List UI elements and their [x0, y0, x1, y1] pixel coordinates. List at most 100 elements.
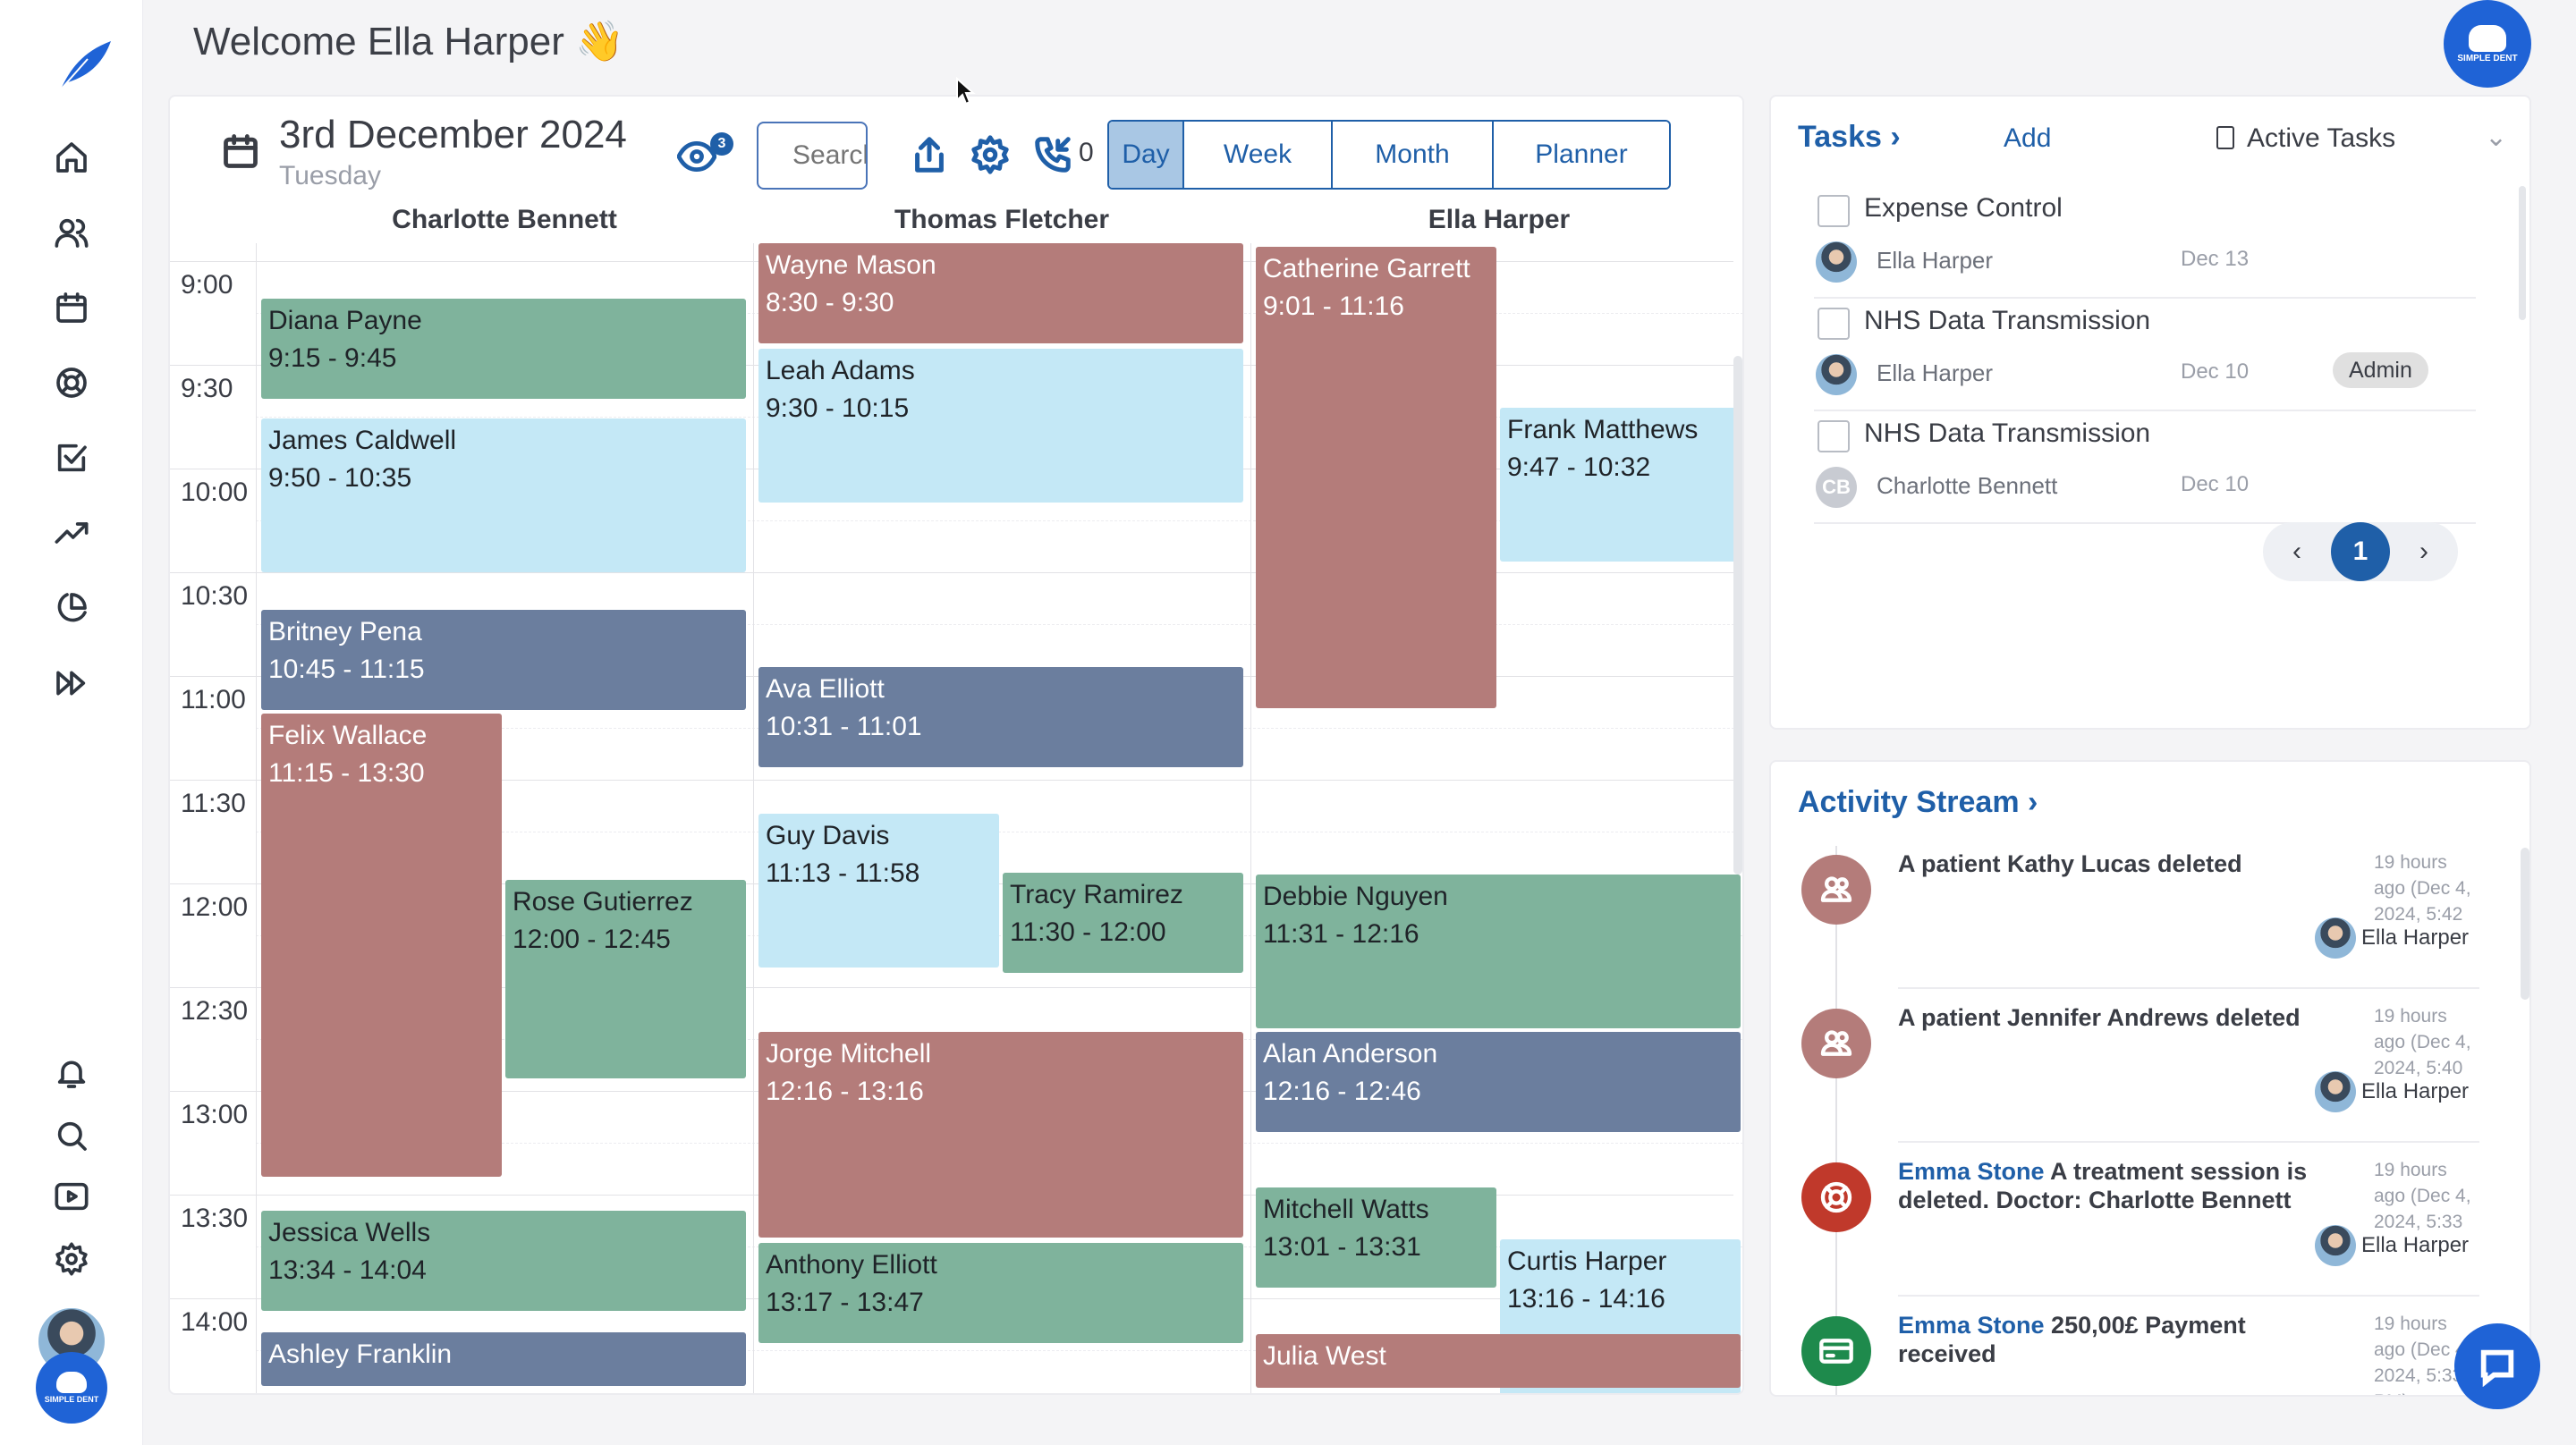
grid-scrollbar[interactable] — [1733, 356, 1742, 875]
appointment-time: 11:31 - 12:16 — [1263, 919, 1419, 949]
appointment-block[interactable]: Felix Wallace 11:15 - 13:30 — [261, 714, 502, 1177]
search-icon[interactable] — [50, 1114, 93, 1157]
next-page-button[interactable]: › — [2419, 537, 2428, 566]
settings-icon[interactable] — [968, 132, 1013, 177]
appointment-patient: Diana Payne — [268, 306, 422, 335]
appointment-block[interactable]: Leah Adams 9:30 - 10:15 — [758, 349, 1243, 503]
incoming-call-icon[interactable] — [1030, 132, 1075, 177]
users-icon — [1801, 855, 1871, 925]
welcome-title: Welcome Ella Harper 👋 — [193, 20, 624, 63]
add-task-button[interactable]: Add — [2004, 123, 2052, 153]
current-page[interactable]: 1 — [2331, 522, 2390, 581]
appointment-block[interactable]: Julia West — [1256, 1334, 1741, 1388]
appointment-block[interactable]: Frank Matthews 9:47 - 10:32 — [1500, 408, 1741, 562]
appointment-block[interactable]: Diana Payne 9:15 - 9:45 — [261, 299, 746, 399]
activity-message: A patient Jennifer Andrews deleted — [1898, 1004, 2301, 1031]
activity-text: A patient Jennifer Andrews deleted — [1898, 1003, 2327, 1032]
users-icon[interactable] — [50, 211, 93, 254]
appointment-block[interactable]: Jorge Mitchell 12:16 - 13:16 — [758, 1032, 1243, 1238]
appointment-time: 9:15 - 9:45 — [268, 343, 397, 373]
calendar-date[interactable]: 3rd December 2024 — [279, 113, 627, 156]
patient-link[interactable]: Emma Stone — [1898, 1312, 2045, 1339]
home-icon[interactable] — [50, 136, 93, 179]
gear-icon[interactable] — [50, 1238, 93, 1280]
appointment-block[interactable]: Ashley Franklin — [261, 1332, 746, 1386]
task-title: NHS Data Transmission — [1864, 418, 2151, 448]
appointment-block[interactable]: Anthony Elliott 13:17 - 13:47 — [758, 1243, 1243, 1343]
task-assignee: Ella Harper — [1877, 359, 1994, 386]
appointment-block[interactable]: Catherine Garrett 9:01 - 11:16 — [1256, 247, 1496, 708]
trending-icon[interactable] — [50, 511, 93, 554]
lifebuoy-icon — [1801, 1162, 1871, 1232]
view-month-button[interactable]: Month — [1333, 122, 1494, 188]
calendar-icon[interactable] — [50, 286, 93, 329]
activity-item[interactable]: A patient Jennifer Andrews deleted 19 hou… — [1771, 1000, 2529, 1153]
lifebuoy-icon[interactable] — [50, 361, 93, 404]
brand-logo[interactable]: SIMPLE DENT — [2444, 0, 2531, 88]
avatar — [1816, 241, 1857, 283]
patient-link[interactable]: Emma Stone — [1898, 1158, 2045, 1185]
task-checkbox[interactable] — [1818, 195, 1850, 227]
appointment-time: 13:17 - 13:47 — [766, 1288, 924, 1317]
activity-timestamp: 19 hours ago (Dec 4, 2024, 5:33 PM) — [2374, 1314, 2471, 1395]
appointment-patient: Catherine Garrett — [1263, 254, 1470, 283]
activity-user-name: Ella Harper — [2361, 1079, 2470, 1103]
activity-item[interactable]: Emma Stone A treatment session is delete… — [1771, 1153, 2529, 1307]
day-grid: 9:00 9:30 10:00 10:30 11:00 11:30 12:00 12:30 13… — [170, 243, 1742, 1393]
time-label: 11:30 — [181, 789, 246, 818]
appointment-block[interactable]: James Caldwell 9:50 - 10:35 — [261, 418, 746, 572]
appointment-block[interactable]: Tracy Ramirez 11:30 - 12:00 — [1003, 873, 1243, 973]
video-icon[interactable] — [50, 1175, 93, 1218]
fast-forward-icon[interactable] — [50, 662, 93, 705]
bell-icon[interactable] — [50, 1052, 93, 1094]
task-checkbox[interactable] — [1818, 308, 1850, 340]
appointment-patient: Britney Pena — [268, 617, 422, 646]
chat-button[interactable] — [2454, 1323, 2540, 1409]
appointment-block[interactable]: Jessica Wells 13:34 - 14:04 — [261, 1211, 746, 1311]
tasks-scrollbar[interactable] — [2519, 186, 2526, 320]
chat-icon — [2480, 1349, 2514, 1387]
grid-column-line — [256, 243, 257, 1393]
appointment-block[interactable]: Ava Elliott 10:31 - 11:01 — [758, 667, 1243, 767]
feather-logo-icon[interactable] — [52, 34, 116, 98]
appointment-block[interactable]: Alan Anderson 12:16 - 12:46 — [1256, 1032, 1741, 1132]
appointment-time: 10:31 - 11:01 — [766, 712, 922, 741]
share-icon[interactable] — [907, 132, 952, 177]
activity-message: A patient Kathy Lucas deleted — [1898, 850, 2242, 877]
activity-item[interactable]: Emma Stone 250,00£ Payment received 19 ho… — [1771, 1307, 2529, 1395]
appointment-block[interactable]: Debbie Nguyen 11:31 - 12:16 — [1256, 875, 1741, 1028]
appointment-time: 13:01 - 13:31 — [1263, 1232, 1421, 1262]
mouse-cursor-icon — [956, 77, 976, 106]
task-filter-select[interactable]: Active Tasks ⌄ — [2216, 123, 2507, 154]
activity-timestamp: 19 hours ago (Dec 4, 2024, 5:40 — [2374, 1006, 2471, 1078]
status-badge: Admin — [2333, 352, 2428, 388]
appointment-block[interactable]: Mitchell Watts 13:01 - 13:31 — [1256, 1187, 1496, 1288]
task-checkbox[interactable] — [1818, 420, 1850, 452]
appointment-block[interactable]: Wayne Mason 8:30 - 9:30 — [758, 243, 1243, 343]
calendar-icon[interactable] — [220, 131, 261, 172]
task-item[interactable]: Expense Control Ella Harper Dec 13 — [1814, 186, 2476, 299]
tasks-title[interactable]: Tasks › — [1798, 120, 1901, 154]
appointment-patient: Wayne Mason — [766, 250, 936, 280]
view-day-button[interactable]: Day — [1109, 122, 1184, 188]
appointment-patient: Anthony Elliott — [766, 1250, 937, 1280]
eye-icon[interactable] — [676, 136, 717, 177]
search-input[interactable] — [757, 122, 868, 190]
activity-title[interactable]: Activity Stream › — [1798, 785, 2038, 819]
prev-page-button[interactable]: ‹ — [2292, 537, 2301, 566]
task-item[interactable]: NHS Data Transmission Ella Harper Dec 10… — [1814, 299, 2476, 411]
activity-scrollbar[interactable] — [2521, 848, 2529, 1000]
appointment-block[interactable]: Rose Gutierrez 12:00 - 12:45 — [505, 880, 746, 1078]
appointment-block[interactable]: Guy Davis 11:13 - 11:58 — [758, 814, 999, 968]
task-item[interactable]: NHS Data Transmission CB Charlotte Benne… — [1814, 411, 2476, 524]
view-week-button[interactable]: Week — [1184, 122, 1333, 188]
pie-chart-icon[interactable] — [50, 587, 93, 630]
appointment-block[interactable]: Britney Pena 10:45 - 11:15 — [261, 610, 746, 710]
view-planner-button[interactable]: Planner — [1494, 122, 1669, 188]
activity-text: Emma Stone A treatment session is delete… — [1898, 1157, 2327, 1214]
calendar-toolbar: 3rd December 2024 Tuesday 3 0 Day Week M… — [170, 97, 1742, 204]
brand-badge[interactable]: SIMPLE DENT — [36, 1352, 107, 1424]
appointment-time: 9:01 - 11:16 — [1263, 292, 1404, 321]
checkbox-icon[interactable] — [50, 436, 93, 479]
activity-item[interactable]: A patient Kathy Lucas deleted 19 hours ag… — [1771, 846, 2529, 1000]
